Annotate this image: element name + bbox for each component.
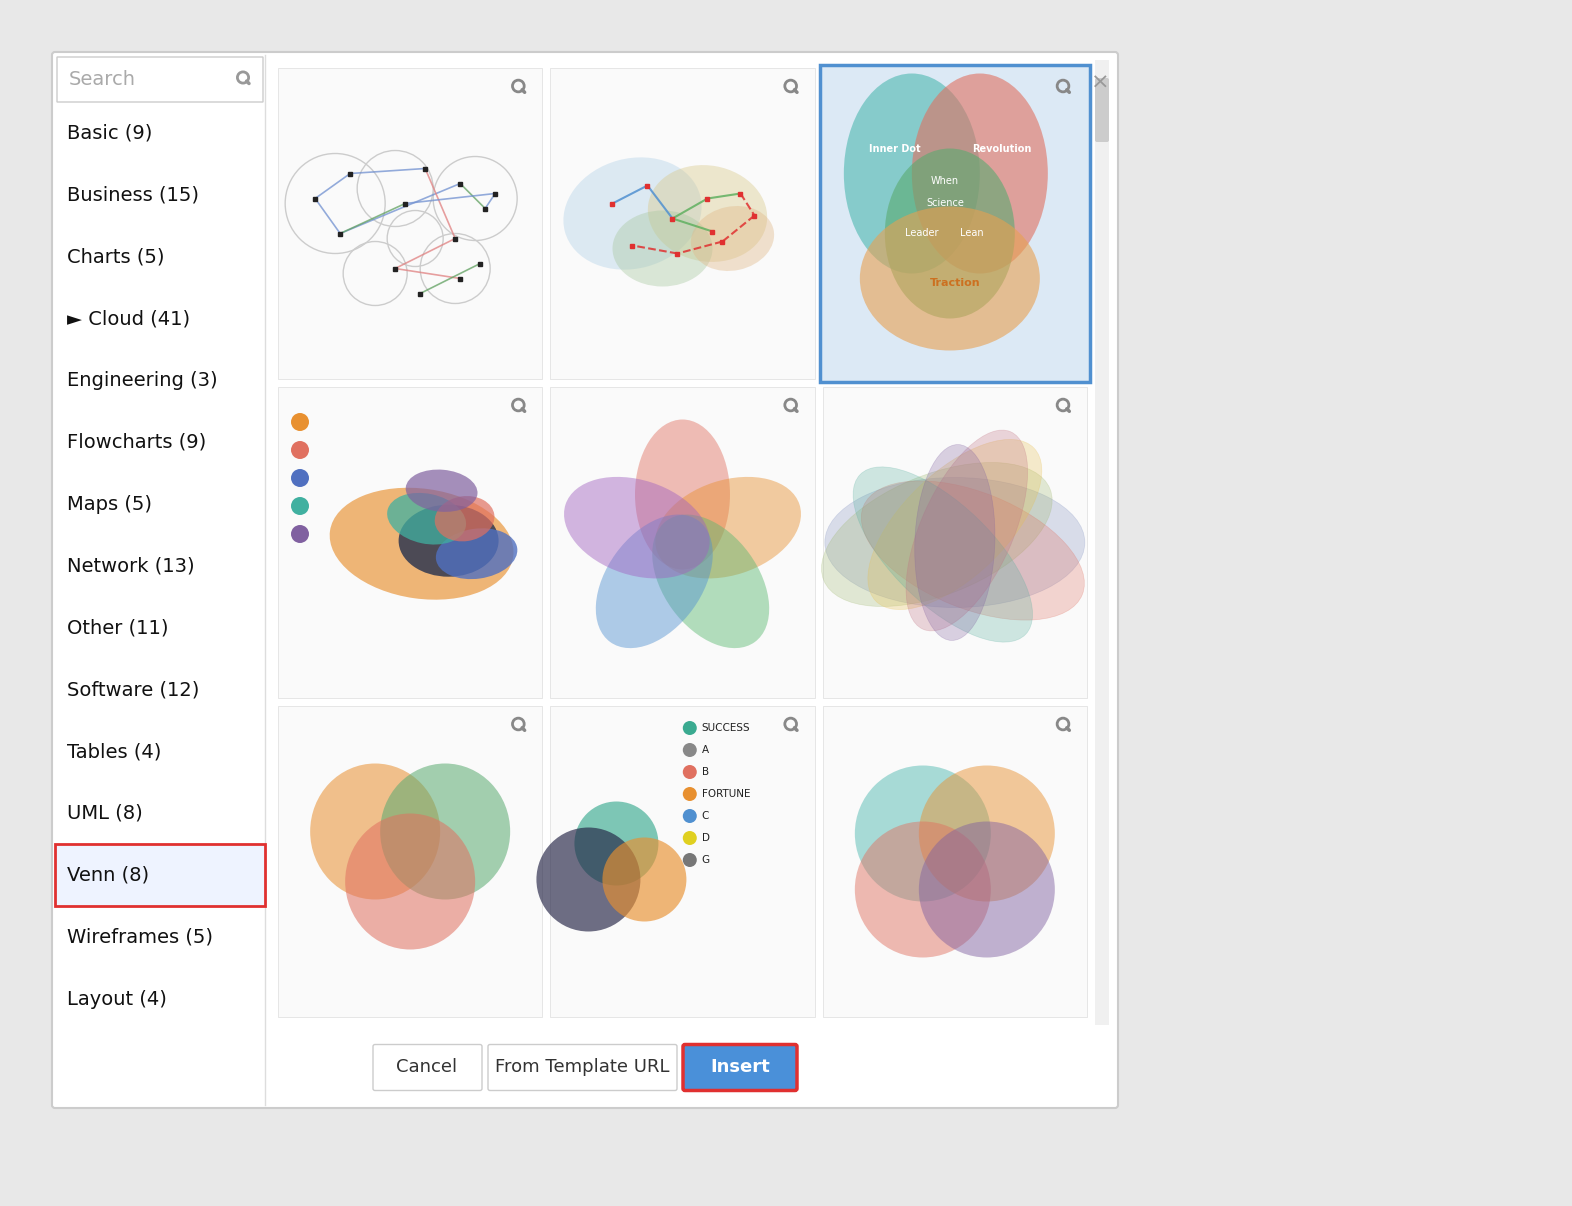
Ellipse shape bbox=[844, 74, 979, 274]
Text: From Template URL: From Template URL bbox=[495, 1059, 670, 1077]
Ellipse shape bbox=[822, 463, 1052, 607]
Bar bbox=[550, 68, 814, 379]
Text: Charts (5): Charts (5) bbox=[68, 247, 165, 267]
Bar bbox=[819, 65, 1089, 382]
Circle shape bbox=[682, 809, 696, 822]
Text: Lean: Lean bbox=[960, 228, 984, 239]
Text: Other (11): Other (11) bbox=[68, 619, 168, 637]
Text: A: A bbox=[701, 745, 709, 755]
Text: C: C bbox=[701, 810, 709, 821]
Circle shape bbox=[682, 743, 696, 757]
Circle shape bbox=[602, 837, 687, 921]
Ellipse shape bbox=[330, 487, 514, 599]
Text: D: D bbox=[701, 833, 711, 843]
Text: When: When bbox=[931, 176, 959, 187]
Text: Venn (8): Venn (8) bbox=[68, 866, 149, 885]
Ellipse shape bbox=[885, 148, 1016, 318]
Ellipse shape bbox=[648, 165, 767, 262]
Bar bbox=[550, 387, 814, 698]
Ellipse shape bbox=[596, 515, 712, 648]
Ellipse shape bbox=[399, 505, 498, 576]
Text: Basic (9): Basic (9) bbox=[68, 123, 152, 142]
Text: Insert: Insert bbox=[711, 1059, 770, 1077]
FancyBboxPatch shape bbox=[52, 52, 1118, 1108]
Circle shape bbox=[291, 525, 310, 543]
Bar bbox=[55, 844, 266, 906]
Ellipse shape bbox=[635, 420, 729, 569]
Circle shape bbox=[682, 853, 696, 867]
Ellipse shape bbox=[915, 445, 995, 640]
Ellipse shape bbox=[613, 211, 712, 287]
Text: Search: Search bbox=[69, 70, 137, 89]
Ellipse shape bbox=[905, 431, 1028, 631]
Bar bbox=[822, 387, 1086, 698]
Ellipse shape bbox=[563, 157, 701, 270]
Bar bbox=[1096, 60, 1108, 1025]
Text: Layout (4): Layout (4) bbox=[68, 990, 167, 1008]
Text: Software (12): Software (12) bbox=[68, 680, 200, 699]
Ellipse shape bbox=[860, 206, 1039, 351]
Text: G: G bbox=[701, 855, 711, 865]
Circle shape bbox=[682, 831, 696, 845]
Text: Wireframes (5): Wireframes (5) bbox=[68, 927, 212, 947]
Text: ×: × bbox=[1091, 74, 1110, 93]
Text: Leader: Leader bbox=[905, 228, 938, 239]
Bar bbox=[278, 68, 542, 379]
Bar bbox=[278, 387, 542, 698]
Text: Traction: Traction bbox=[929, 279, 981, 288]
Circle shape bbox=[291, 469, 310, 487]
Ellipse shape bbox=[690, 206, 773, 271]
Circle shape bbox=[682, 721, 696, 734]
Circle shape bbox=[682, 788, 696, 801]
Ellipse shape bbox=[435, 496, 495, 541]
Circle shape bbox=[291, 497, 310, 515]
FancyBboxPatch shape bbox=[373, 1044, 483, 1090]
Bar bbox=[278, 706, 542, 1017]
Text: Business (15): Business (15) bbox=[68, 186, 200, 204]
Text: B: B bbox=[701, 767, 709, 777]
Ellipse shape bbox=[918, 821, 1055, 958]
Ellipse shape bbox=[387, 493, 465, 545]
Bar bbox=[550, 706, 814, 1017]
Ellipse shape bbox=[656, 476, 802, 579]
FancyBboxPatch shape bbox=[682, 1044, 797, 1090]
Ellipse shape bbox=[825, 478, 1085, 608]
Text: Maps (5): Maps (5) bbox=[68, 494, 152, 514]
Ellipse shape bbox=[380, 763, 511, 900]
Ellipse shape bbox=[406, 469, 478, 511]
Ellipse shape bbox=[855, 821, 990, 958]
FancyBboxPatch shape bbox=[57, 57, 263, 103]
Ellipse shape bbox=[346, 814, 475, 949]
FancyBboxPatch shape bbox=[1096, 78, 1108, 142]
Circle shape bbox=[291, 441, 310, 459]
FancyBboxPatch shape bbox=[487, 1044, 678, 1090]
Text: UML (8): UML (8) bbox=[68, 804, 143, 822]
Ellipse shape bbox=[435, 528, 517, 579]
Ellipse shape bbox=[861, 481, 1085, 620]
Ellipse shape bbox=[310, 763, 440, 900]
Ellipse shape bbox=[868, 439, 1042, 609]
Bar bbox=[822, 706, 1086, 1017]
Circle shape bbox=[682, 765, 696, 779]
Ellipse shape bbox=[855, 766, 990, 902]
Circle shape bbox=[536, 827, 640, 931]
Text: Cancel: Cancel bbox=[396, 1059, 457, 1077]
Text: FORTUNE: FORTUNE bbox=[701, 789, 750, 800]
Text: Revolution: Revolution bbox=[971, 144, 1031, 153]
Text: ► Cloud (41): ► Cloud (41) bbox=[68, 309, 190, 328]
Ellipse shape bbox=[918, 766, 1055, 902]
Text: SUCCESS: SUCCESS bbox=[701, 724, 750, 733]
Text: Network (13): Network (13) bbox=[68, 556, 195, 575]
Ellipse shape bbox=[854, 467, 1033, 642]
Ellipse shape bbox=[652, 515, 769, 648]
Text: Science: Science bbox=[926, 199, 964, 209]
Ellipse shape bbox=[912, 74, 1049, 274]
Text: Engineering (3): Engineering (3) bbox=[68, 371, 217, 390]
Text: Inner Dot: Inner Dot bbox=[869, 144, 921, 153]
Circle shape bbox=[291, 412, 310, 431]
Ellipse shape bbox=[564, 476, 709, 579]
Circle shape bbox=[574, 802, 659, 885]
Text: Tables (4): Tables (4) bbox=[68, 742, 162, 761]
Text: Flowcharts (9): Flowcharts (9) bbox=[68, 433, 206, 452]
